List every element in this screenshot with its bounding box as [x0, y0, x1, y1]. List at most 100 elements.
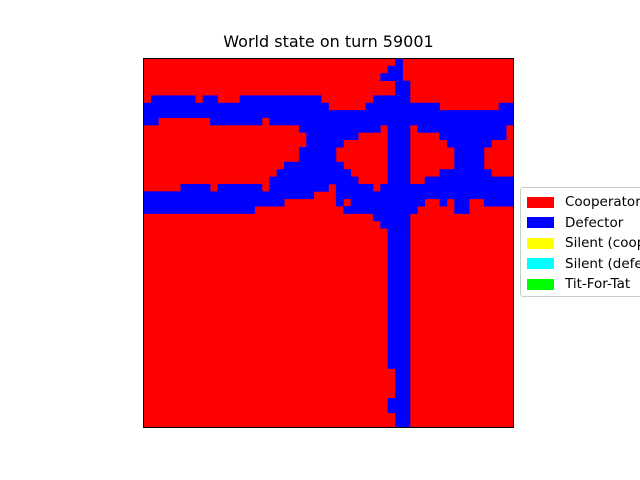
heatmap-cell-defector — [165, 110, 174, 118]
heatmap-cell-defector — [224, 117, 233, 126]
heatmap-cell-defector — [387, 147, 396, 155]
heatmap-cell-defector — [409, 191, 418, 200]
heatmap-cell-defector — [402, 228, 411, 236]
heatmap-cell-defector — [187, 198, 196, 207]
legend-swatch-silent-defector — [527, 258, 554, 270]
legend-swatch-tit-for-tat — [527, 278, 554, 290]
heatmap-cell-defector — [469, 139, 477, 148]
heatmap-cell-defector — [417, 124, 426, 133]
heatmap-cell-defector — [387, 176, 396, 185]
heatmap-cell-defector — [239, 206, 248, 214]
heatmap-cell-defector — [224, 183, 233, 192]
heatmap-cell-defector — [380, 117, 389, 126]
heatmap-cell-defector — [454, 154, 463, 163]
heatmap-cell-defector — [387, 243, 396, 251]
heatmap-cell-defector — [298, 102, 307, 111]
heatmap-cell-defector — [395, 353, 403, 362]
heatmap-cell-defector — [387, 279, 396, 288]
heatmap-cell-defector — [276, 176, 285, 185]
heatmap-cell-defector — [335, 132, 344, 141]
heatmap-cell-defector — [387, 132, 396, 141]
heatmap-cell-defector — [350, 176, 359, 185]
heatmap-cell-defector — [432, 102, 440, 111]
heatmap-cell-defector — [402, 191, 411, 200]
heatmap-cell-defector — [483, 139, 492, 148]
heatmap-cell-defector — [476, 183, 485, 192]
heatmap-cell-defector — [350, 183, 359, 192]
heatmap-cell-defector — [313, 139, 322, 148]
heatmap-cell-defector — [498, 183, 507, 192]
heatmap-cell-defector — [306, 161, 315, 170]
heatmap-cell-defector — [424, 124, 433, 133]
heatmap-cell-defector — [380, 213, 389, 222]
heatmap-cell-defector — [217, 206, 226, 214]
heatmap-cell-defector — [210, 117, 218, 126]
heatmap-cell-defector — [372, 102, 381, 111]
heatmap-cell-defector — [202, 95, 211, 104]
heatmap-cell-defector — [284, 183, 292, 192]
heatmap-cell-defector — [350, 198, 359, 207]
heatmap-cell-defector — [387, 183, 396, 192]
heatmap-cell-defector — [335, 183, 344, 192]
heatmap-cell-defector — [417, 198, 426, 207]
heatmap-cell-defector — [365, 124, 374, 133]
heatmap-cell-defector — [165, 95, 174, 104]
heatmap-cell-defector — [395, 302, 403, 310]
heatmap-cell-defector — [432, 117, 440, 126]
heatmap-cell-defector — [387, 73, 396, 81]
heatmap-cell-defector — [217, 183, 226, 192]
heatmap-cell-defector — [395, 250, 403, 259]
heatmap-cell-defector — [446, 191, 455, 200]
heatmap-cell-defector — [454, 176, 463, 185]
heatmap-cell-defector — [210, 198, 218, 207]
heatmap-cell-defector — [395, 88, 403, 96]
heatmap-cell-defector — [313, 147, 322, 155]
heatmap-cell-defector — [446, 110, 455, 118]
heatmap-cell-defector — [402, 183, 411, 192]
heatmap-cell-defector — [498, 110, 507, 118]
heatmap-cell-defector — [202, 191, 211, 200]
heatmap-cell-defector — [365, 206, 374, 214]
heatmap-cell-defector — [239, 198, 248, 207]
heatmap-cell-defector — [372, 110, 381, 118]
legend-label-defector: Defector — [565, 214, 624, 231]
heatmap-cell-defector — [232, 183, 241, 192]
heatmap-cell-defector — [409, 102, 418, 111]
heatmap-cell-defector — [328, 139, 337, 148]
heatmap-cell-defector — [150, 198, 159, 207]
heatmap-cell-defector — [321, 102, 329, 111]
heatmap-cell-defector — [165, 191, 174, 200]
heatmap-cell-defector — [372, 191, 381, 200]
heatmap-cell-defector — [439, 132, 448, 141]
heatmap-cell-defector — [150, 191, 159, 200]
heatmap-cell-defector — [387, 154, 396, 163]
heatmap-cell-defector — [254, 198, 263, 207]
legend-item-defector: Defector — [527, 213, 640, 234]
heatmap-cell-defector — [387, 213, 396, 222]
heatmap-cell-defector — [402, 243, 411, 251]
heatmap-cell-defector — [387, 250, 396, 259]
heatmap-cell-defector — [261, 110, 270, 118]
heatmap-cell-defector — [395, 58, 403, 67]
heatmap-cell-defector — [372, 206, 381, 214]
heatmap-cell-defector — [143, 191, 152, 200]
heatmap-cell-defector — [291, 183, 300, 192]
heatmap-cell-defector — [476, 161, 485, 170]
heatmap-cell-defector — [402, 294, 411, 303]
heatmap-cell-defector — [454, 139, 463, 148]
heatmap-cell-defector — [261, 198, 270, 207]
heatmap-cell-defector — [365, 102, 374, 111]
heatmap-cell-defector — [335, 198, 344, 207]
heatmap-cell-defector — [476, 154, 485, 163]
heatmap-cell-defector — [461, 161, 470, 170]
heatmap-cell-defector — [432, 110, 440, 118]
heatmap-cell-defector — [402, 375, 411, 384]
heatmap-cell-defector — [432, 176, 440, 185]
heatmap-cell-defector — [461, 117, 470, 126]
heatmap-cell-defector — [306, 169, 315, 177]
heatmap-cell-defector — [217, 117, 226, 126]
heatmap-cell-defector — [409, 183, 418, 192]
heatmap-cell-defector — [195, 110, 204, 118]
heatmap-cell-defector — [506, 117, 514, 126]
heatmap-cell-defector — [402, 132, 411, 141]
